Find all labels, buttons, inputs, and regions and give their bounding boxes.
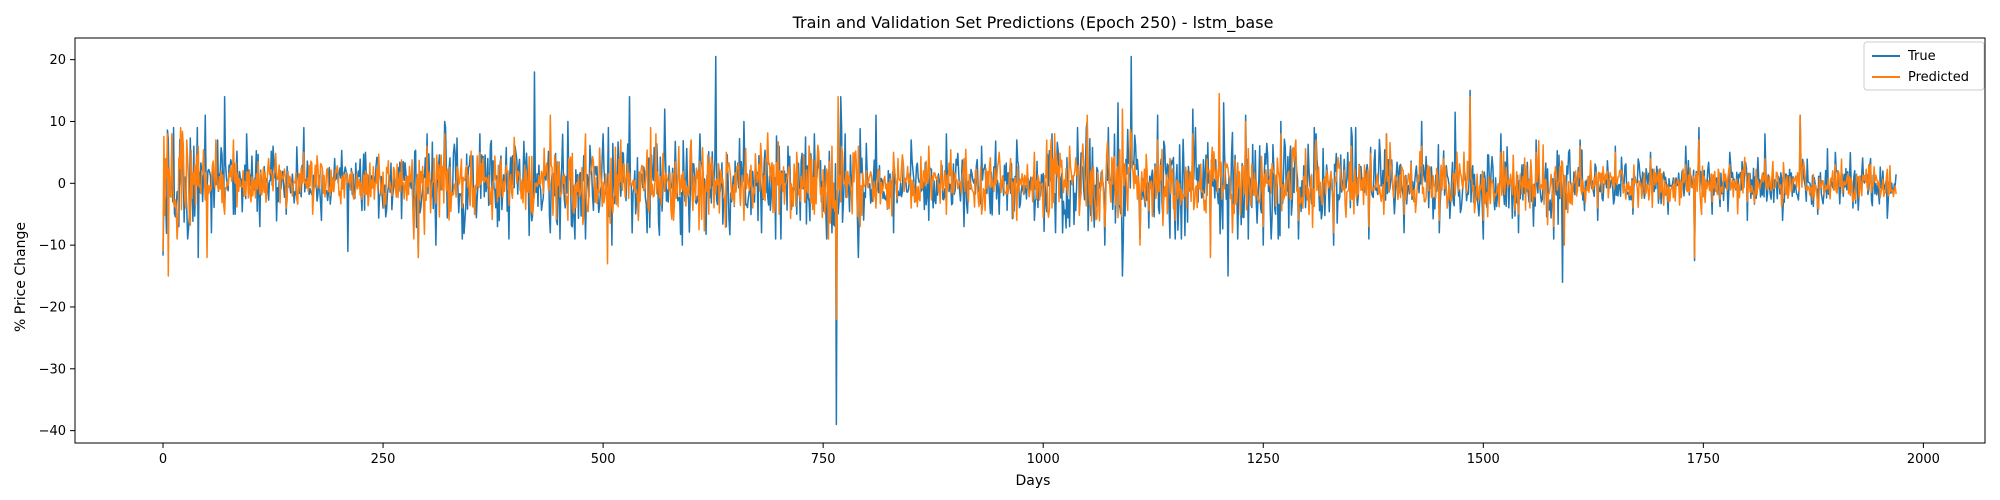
series-line-predicted — [162, 92, 1897, 321]
series-line-true — [162, 55, 1897, 426]
y-axis: −40 −30 −20 −10 0 10 20 — [39, 53, 75, 439]
y-tick-label: −40 — [39, 424, 66, 439]
x-tick-label: 250 — [371, 452, 396, 467]
y-tick-label: −20 — [39, 300, 66, 315]
legend: True Predicted — [1863, 41, 1985, 91]
x-axis-label: Days — [1016, 473, 1051, 489]
legend-label-true: True — [1907, 49, 1936, 64]
x-tick-label: 1000 — [1027, 452, 1060, 467]
y-tick-label: 0 — [58, 177, 66, 192]
y-tick-label: 20 — [49, 53, 66, 68]
x-tick-label: 750 — [811, 452, 836, 467]
y-axis-label: % Price Change — [13, 222, 29, 332]
x-axis: 0 250 500 750 1000 1250 1500 1750 2000 — [159, 443, 1940, 467]
x-tick-label: 500 — [591, 452, 616, 467]
y-tick-label: −30 — [39, 362, 66, 377]
plot-area — [162, 55, 1897, 426]
x-tick-label: 1250 — [1247, 452, 1280, 467]
x-tick-label: 1750 — [1687, 452, 1720, 467]
chart-title: Train and Validation Set Predictions (Ep… — [792, 13, 1274, 33]
x-tick-label: 2000 — [1907, 452, 1940, 467]
x-tick-label: 0 — [159, 452, 167, 467]
legend-label-predicted: Predicted — [1908, 70, 1969, 85]
y-tick-label: −10 — [39, 239, 66, 254]
plot-frame — [74, 37, 1986, 444]
x-tick-label: 1500 — [1467, 452, 1500, 467]
y-tick-label: 10 — [49, 115, 66, 130]
